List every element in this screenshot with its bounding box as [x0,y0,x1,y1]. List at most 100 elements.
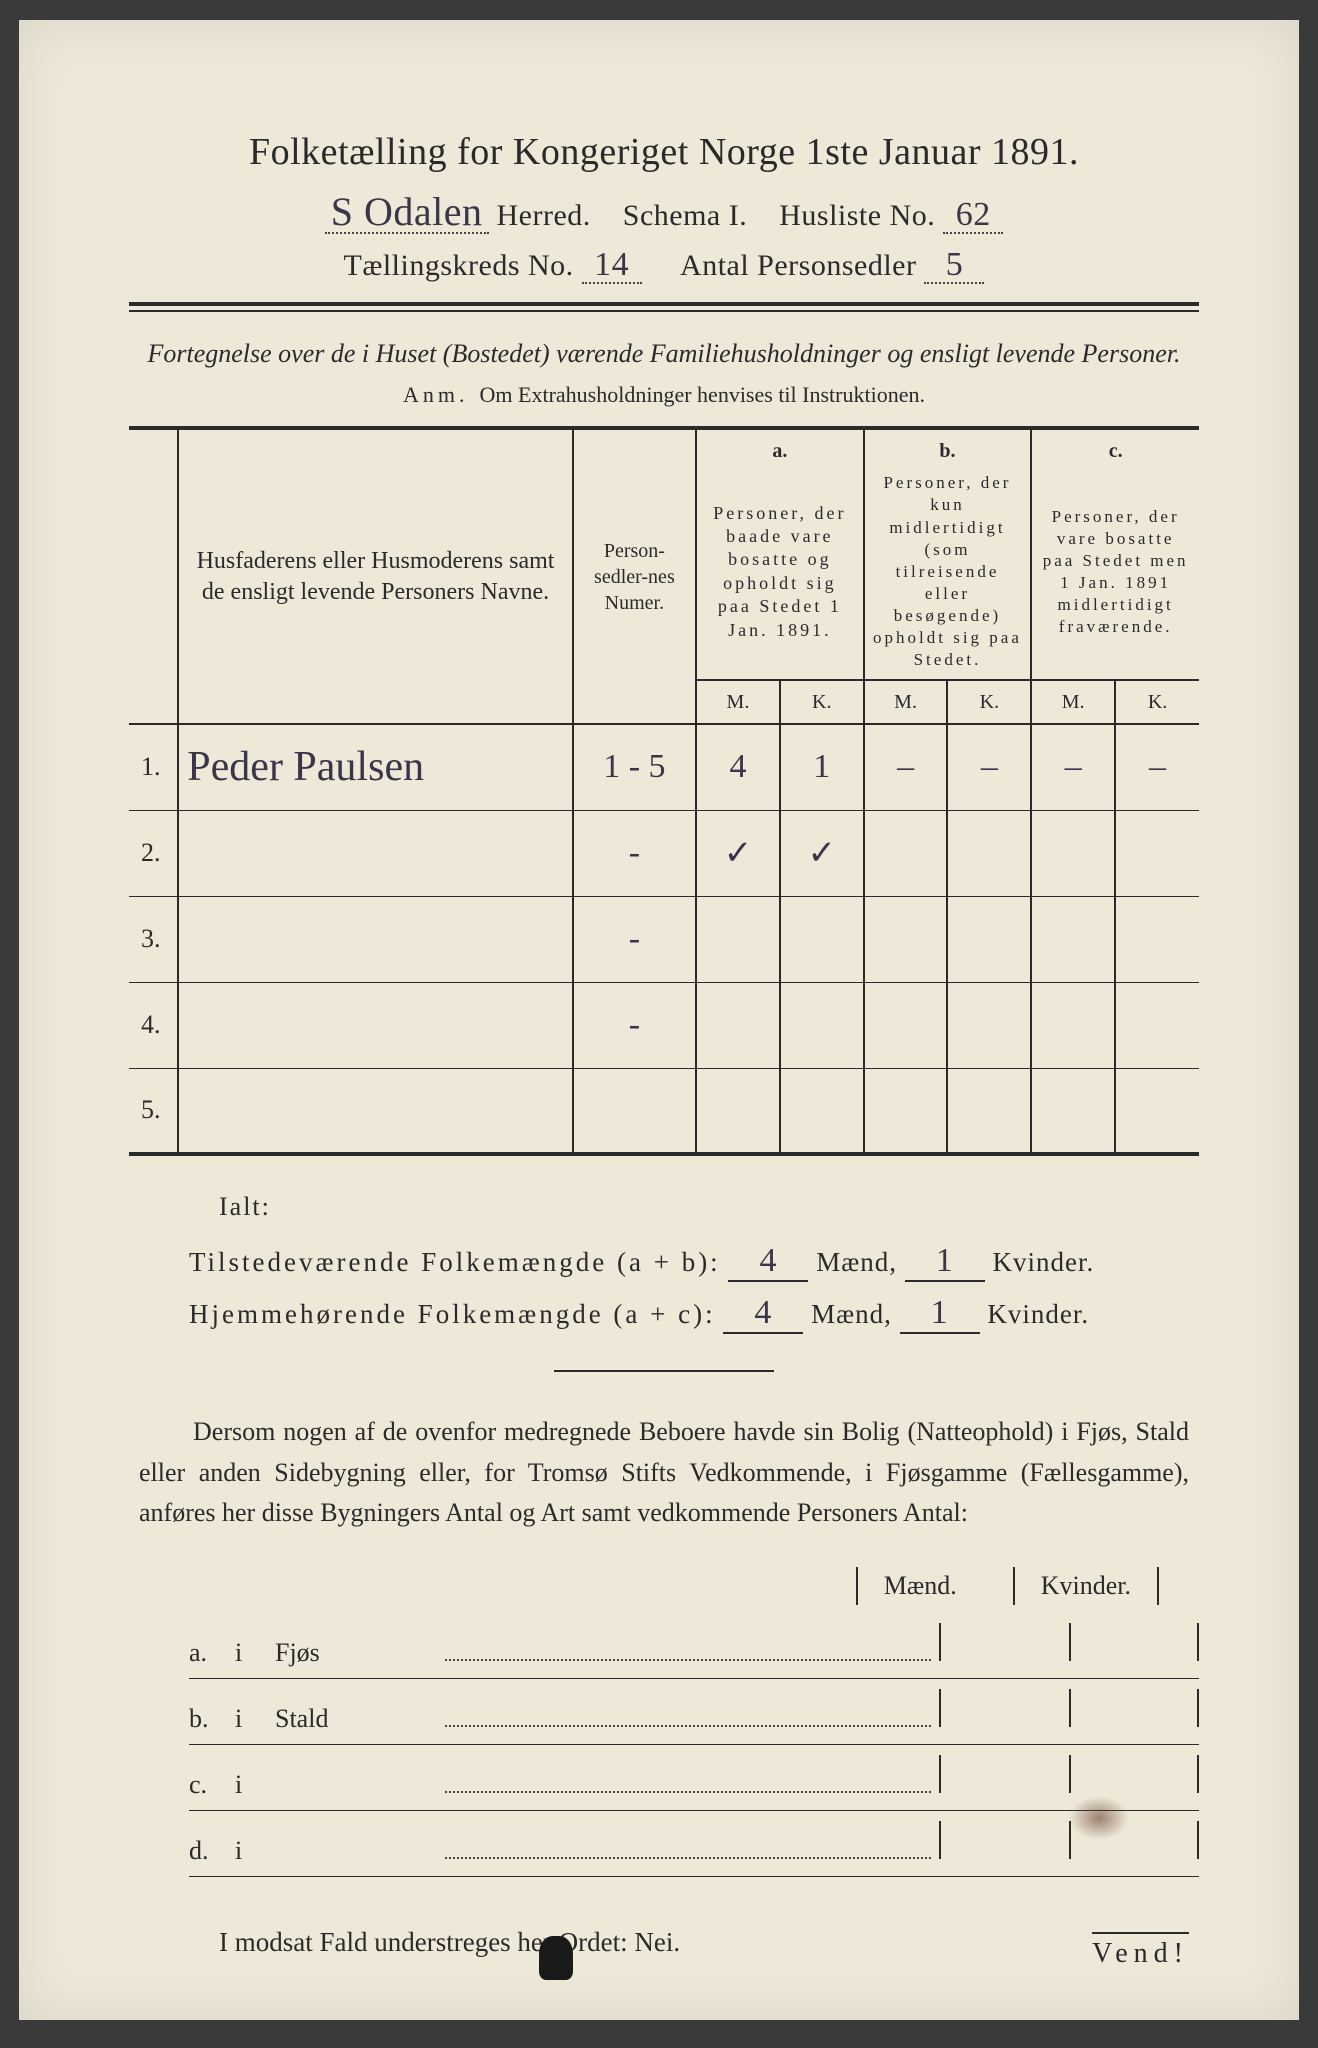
husliste-no: 62 [956,196,991,233]
row-numer: - [573,810,696,896]
cell-aK: ✓ [780,810,864,896]
cell-aK [780,982,864,1068]
cell-cK [1115,896,1199,982]
anm-line: Anm. Om Extrahusholdninger henvises til … [129,382,1199,408]
cell-aM: 4 [696,724,780,810]
sub-lab: a. [189,1638,235,1668]
table-row: 5. [129,1068,1199,1154]
cell-aM: ✓ [696,810,780,896]
cell-cK: – [1115,724,1199,810]
cell-cM: – [1031,724,1115,810]
cell-aK [780,896,864,982]
cell-bM [864,810,948,896]
row-name [178,810,572,896]
kvinder-label: Kvinder. [992,1247,1094,1277]
col-c-text: Personer, der vare bosatte paa Stedet me… [1043,507,1189,636]
col-a-text: Personer, der baade vare bosatte og opho… [713,503,846,640]
maend-label: Mænd, [816,1247,897,1277]
tot1-label: Tilstedeværende Folkemængde (a + b): [189,1247,721,1277]
col-a-k: K. [780,680,864,724]
row-numer: - [573,982,696,1068]
sub-i: i [235,1836,275,1866]
cell-cK [1115,1068,1199,1154]
building-sublist: a.iFjøsb.iStaldc.id.i [189,1613,1199,1877]
cell-cM [1031,810,1115,896]
cell-aK [780,1068,864,1154]
household-table: Husfaderens eller Husmoderens samt de en… [129,426,1199,1156]
tot2-k: 1 [931,1294,949,1331]
sub-cell-m [939,1623,1069,1661]
divider-rule [129,302,1199,312]
herred-handwritten: S Odalen [331,192,483,232]
paragraph-text: Dersom nogen af de ovenfor medregnede Be… [139,1412,1189,1533]
col-a-lab: a. [772,440,787,462]
anm-text: Om Extrahusholdninger henvises til Instr… [480,382,925,407]
antal-no: 5 [946,246,964,283]
tot1-m: 4 [759,1242,777,1279]
table-row: 3.- [129,896,1199,982]
row-name [178,982,572,1068]
anm-label: Anm. [403,382,469,407]
sub-lab: b. [189,1704,235,1734]
col-numer: Person-sedler-nes Numer. [594,540,675,614]
cell-bM: – [864,724,948,810]
totals-line-1: Tilstedeværende Folkemængde (a + b): 4 M… [189,1242,1199,1282]
sub-txt: Stald [275,1704,445,1734]
col-names: Husfaderens eller Husmoderens samt de en… [197,548,555,605]
sublist-row: b.iStald [189,1679,1199,1745]
sub-lab: c. [189,1770,235,1800]
col-c-lab: c. [1109,440,1123,462]
row-name: Peder Paulsen [178,724,572,810]
mk-header: Mænd.Kvinder. [129,1567,1199,1605]
kreds-no: 14 [594,246,629,283]
cell-cM [1031,896,1115,982]
nei-line: I modsat Fald understreges her Ordet: Ne… [219,1927,1199,1958]
stain-icon [1069,1796,1129,1840]
dotted-line [445,1659,931,1661]
row-num: 2. [129,810,178,896]
table-row: 4. - [129,982,1199,1068]
sub-i: i [235,1704,275,1734]
cell-aM [696,982,780,1068]
sub-cell-m [939,1755,1069,1793]
col-c-m: M. [1031,680,1115,724]
cell-cM [1031,1068,1115,1154]
cell-aK: 1 [780,724,864,810]
husliste-label: Husliste No. [779,199,935,232]
table-row: 2. -✓✓ [129,810,1199,896]
cell-bK [947,982,1031,1068]
sub-i: i [235,1638,275,1668]
tot2-m: 4 [754,1294,772,1331]
sub-cell-k [1069,1755,1199,1793]
herred-label: Herred. [497,199,591,232]
dotted-line [445,1791,931,1793]
sub-cell-m [939,1689,1069,1727]
sublist-row: d.i [189,1811,1199,1877]
census-form-page: Folketælling for Kongeriget Norge 1ste J… [19,20,1299,2020]
header-line-1: S Odalen Herred. Schema I. Husliste No. … [129,192,1199,234]
tot2-label: Hjemmehørende Folkemængde (a + c): [189,1299,716,1329]
col-b-k: K. [947,680,1031,724]
cell-cM [1031,982,1115,1068]
col-c-k: K. [1115,680,1199,724]
col-b-m: M. [864,680,948,724]
sub-lab: d. [189,1836,235,1866]
cell-cK [1115,810,1199,896]
table-row: 1.Peder Paulsen1 - 541–––– [129,724,1199,810]
sub-i: i [235,1770,275,1800]
kvinder-label-2: Kvinder. [987,1299,1089,1329]
schema-label: Schema I. [623,199,747,232]
sub-cell-k [1069,1689,1199,1727]
sub-cell-k [1069,1623,1199,1661]
col-a-m: M. [696,680,780,724]
row-name [178,896,572,982]
row-numer: 1 - 5 [573,724,696,810]
kreds-label: Tællingskreds No. [344,249,574,282]
cell-bK [947,810,1031,896]
row-num: 4. [129,982,178,1068]
tot1-k: 1 [936,1242,954,1279]
sublist-row: a.iFjøs [189,1613,1199,1679]
sub-txt: Fjøs [275,1638,445,1668]
dotted-line [445,1725,931,1727]
cell-bK: – [947,724,1031,810]
